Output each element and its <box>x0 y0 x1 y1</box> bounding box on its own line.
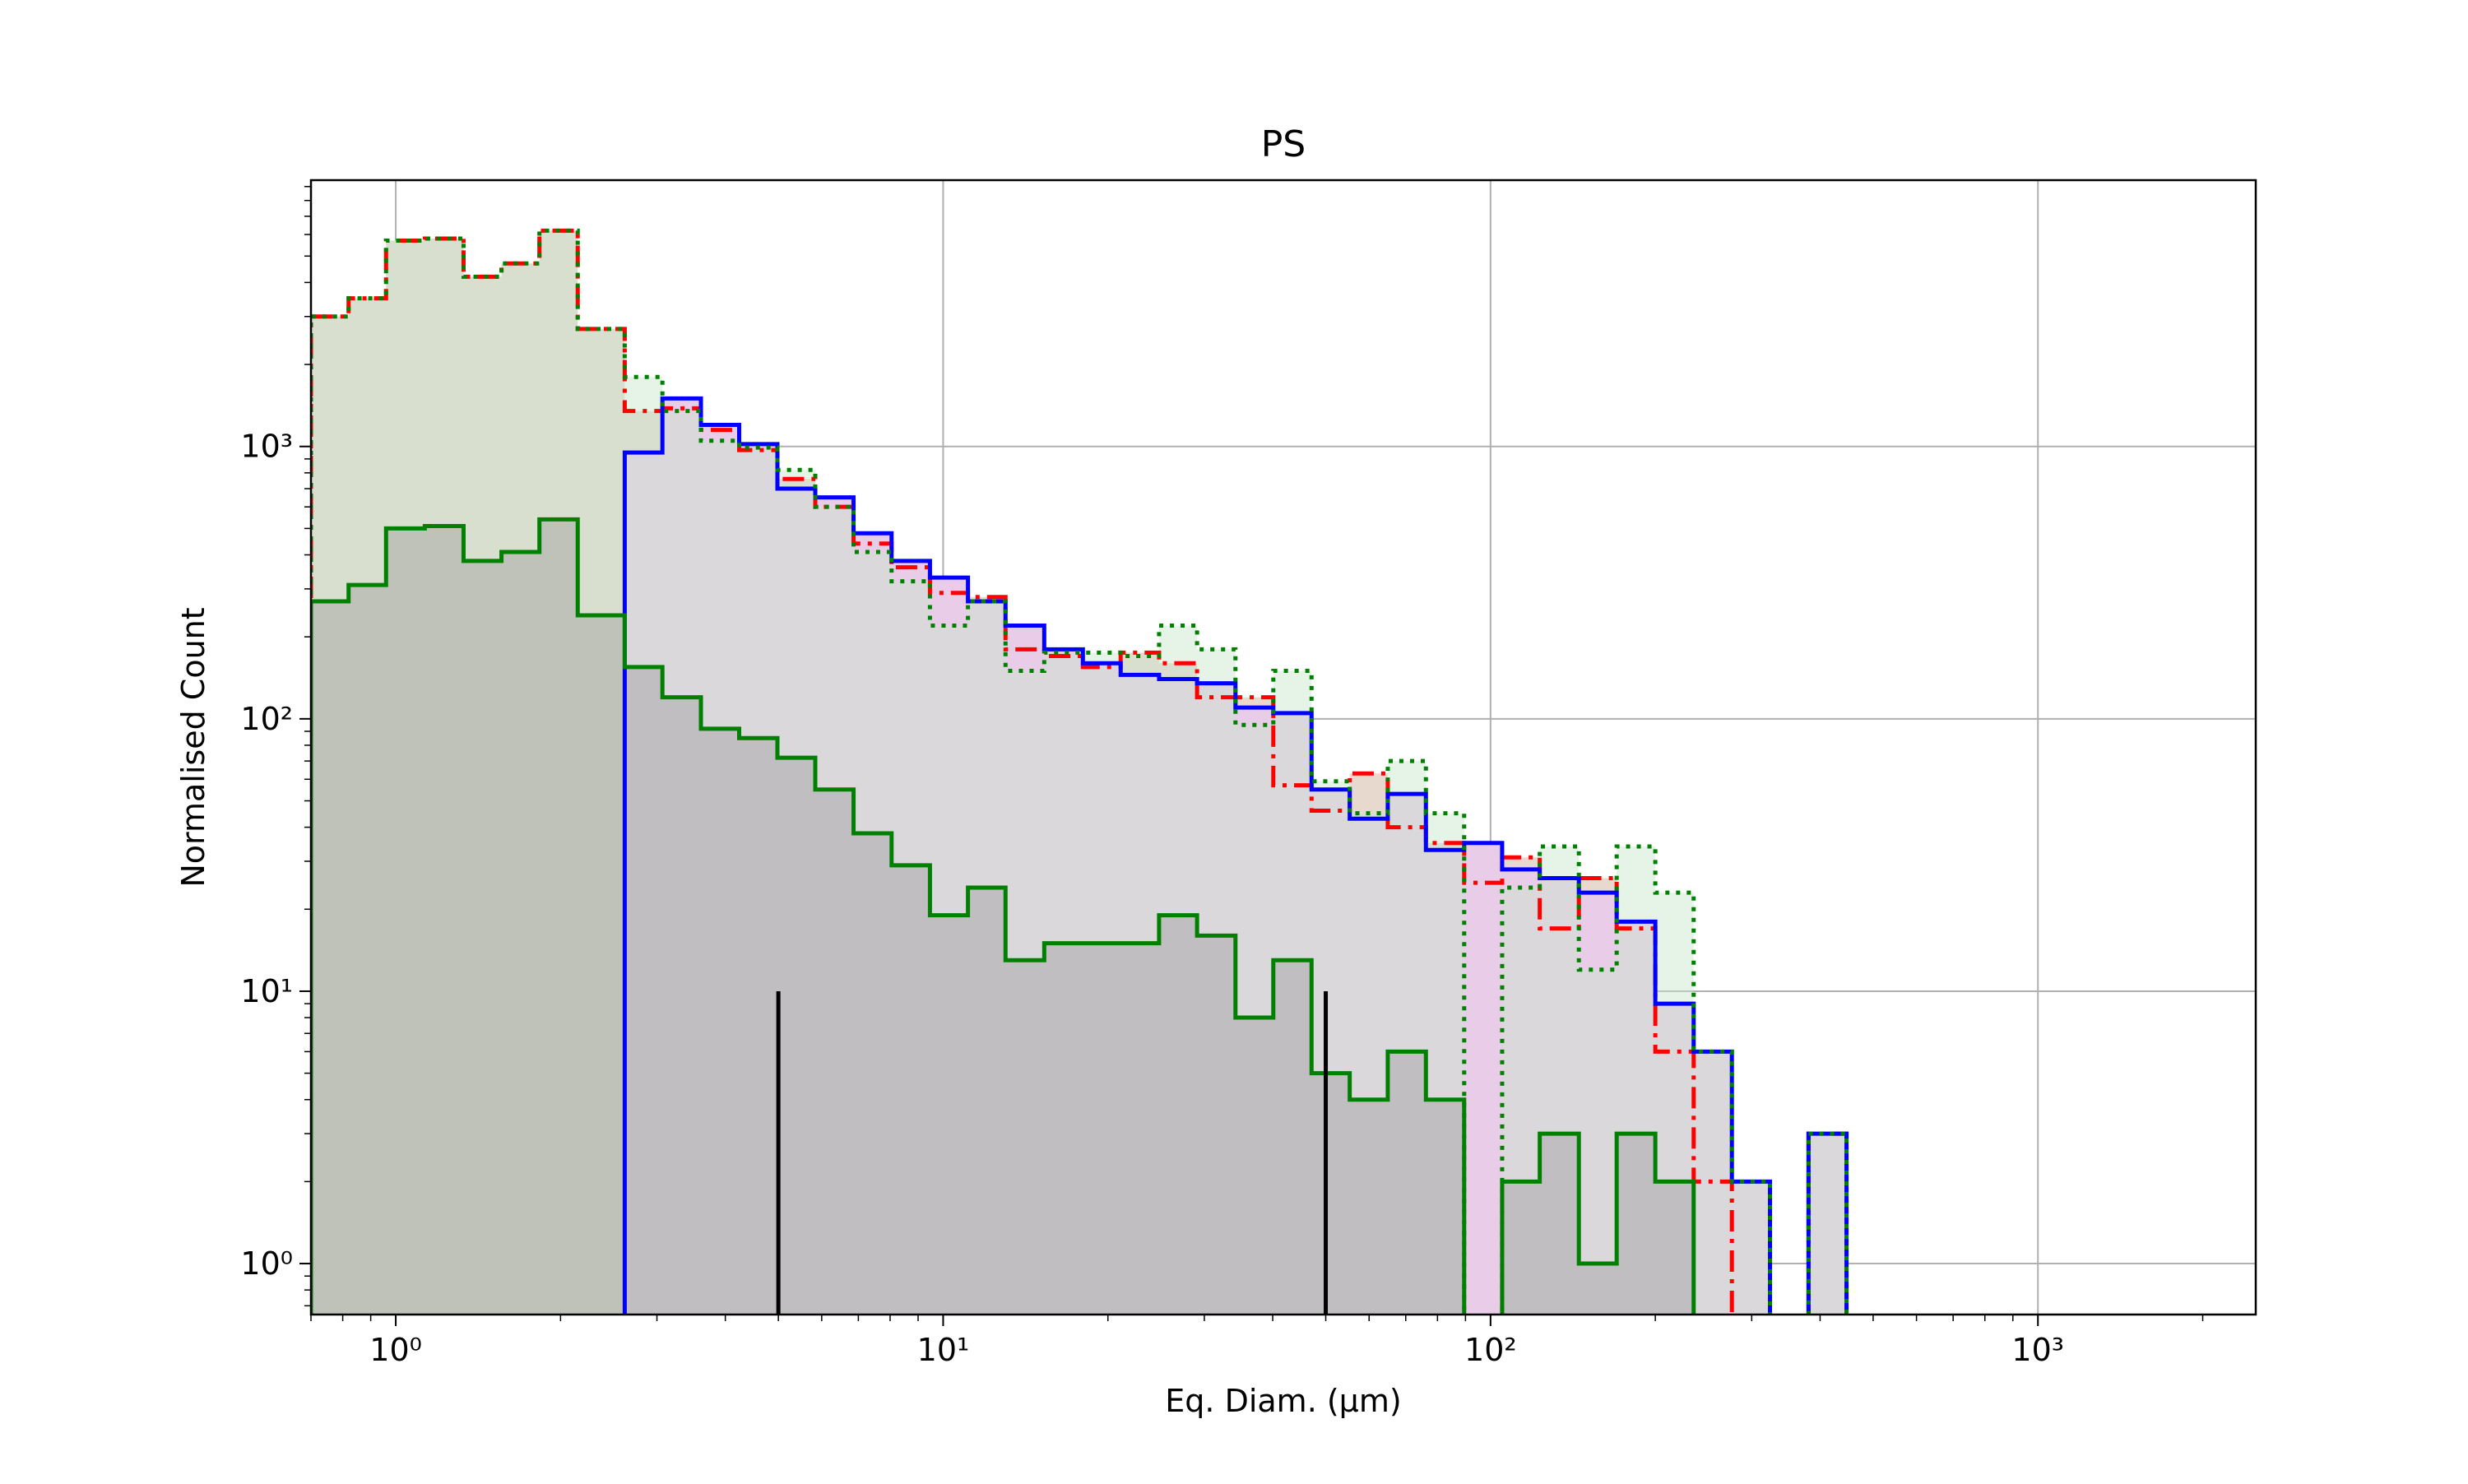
y-axis-label: Normalised Count <box>175 607 211 887</box>
x-axis-label: Eq. Diam. (µm) <box>1165 1383 1401 1419</box>
series-fill-green-dotted <box>311 230 1847 1315</box>
series-lines <box>311 228 1849 1315</box>
series-line-green-dotted <box>311 228 1849 1315</box>
chart-title: PS <box>1261 123 1306 165</box>
y-tick-label: 10⁰ <box>240 1245 293 1282</box>
series-fill-green-solid <box>311 519 1694 1315</box>
x-tick-label: 10² <box>1464 1332 1517 1368</box>
reference-lines <box>776 990 1329 1315</box>
x-tick-label: 10¹ <box>917 1332 970 1368</box>
series-fill-blue <box>624 398 1847 1315</box>
y-tick-label: 10³ <box>240 429 293 465</box>
y-tick-label: 10² <box>240 701 293 737</box>
x-tick-label: 10³ <box>2011 1332 2064 1368</box>
x-tick-label: 10⁰ <box>369 1332 422 1368</box>
series-fills <box>311 230 1847 1315</box>
series-line-green-solid <box>311 517 1696 1315</box>
y-tick-label: 10¹ <box>240 973 293 1009</box>
plot-frame <box>309 179 2257 1316</box>
series-line-blue <box>622 396 1849 1315</box>
axis-ticks: 10⁰ 10¹ 10² 10³ 10⁰ 10¹ 10² 10³ <box>240 186 2204 1368</box>
